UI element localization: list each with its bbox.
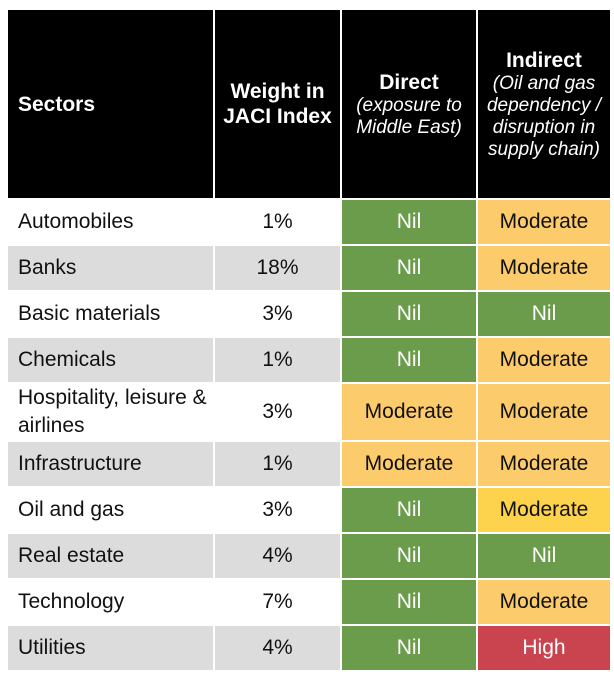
direct-cell: Moderate	[342, 442, 476, 486]
table-row: Chemicals 1% Nil Moderate	[8, 338, 610, 382]
table-row: Infrastructure 1% Moderate Moderate	[8, 442, 610, 486]
sector-cell: Utilities	[8, 626, 213, 670]
sector-cell: Chemicals	[8, 338, 213, 382]
direct-cell: Nil	[342, 626, 476, 670]
header-subtitle: (exposure to Middle East)	[356, 94, 462, 138]
header-cell: Sectors	[8, 10, 213, 198]
weight-cell: 1%	[262, 210, 293, 233]
table-header: Sectors Weight in JACI Index Direct (expo…	[8, 10, 610, 198]
direct-cell: Nil	[342, 292, 476, 336]
sector-cell: Infrastructure	[8, 442, 213, 486]
sector-cell: Automobiles	[18, 210, 134, 233]
indirect-cell: Moderate	[478, 200, 610, 244]
header-title: Indirect	[506, 48, 582, 72]
sector-cell: Banks	[8, 246, 213, 290]
table-row: Hospitality, leisure & airlines 3% Moderat…	[8, 384, 610, 440]
table-row: Oil and gas 3% Nil Moderate	[8, 488, 610, 532]
weight-cell: 4%	[215, 626, 340, 670]
indirect-cell: Moderate	[478, 442, 610, 486]
weight-cell: 3%	[262, 400, 293, 423]
indirect-cell: Moderate	[478, 246, 610, 290]
indirect-cell: Moderate	[478, 488, 610, 532]
weight-cell: 7%	[262, 590, 293, 613]
indirect-cell: Moderate	[478, 580, 610, 624]
direct-cell: Nil	[342, 246, 476, 290]
sector-cell: Oil and gas	[18, 498, 125, 521]
header-title: Direct	[379, 70, 439, 94]
sector-cell: Technology	[18, 590, 125, 613]
sector-cell: Real estate	[8, 534, 213, 578]
table-row: Technology 7% Nil Moderate	[8, 580, 610, 624]
weight-cell: 1%	[215, 338, 340, 382]
header-cell: Indirect (Oil and gas dependency / disrup…	[478, 10, 610, 198]
weight-cell: 1%	[215, 442, 340, 486]
table-body: Automobiles 1% Nil Moderate Banks 18% Nil Moder…	[8, 200, 610, 670]
header-cell: Direct (exposure to Middle East)	[342, 10, 476, 198]
sector-cell: Basic materials	[18, 302, 161, 325]
sector-cell: Hospitality, leisure & airlines	[18, 386, 207, 437]
direct-cell: Nil	[342, 338, 476, 382]
direct-cell: Moderate	[342, 384, 476, 440]
direct-cell: Nil	[342, 580, 476, 624]
sector-table: Sectors Weight in JACI Index Direct (expo…	[6, 8, 612, 672]
weight-cell: 3%	[262, 302, 293, 325]
header-row: Sectors Weight in JACI Index Direct (expo…	[8, 10, 610, 198]
indirect-cell: Nil	[478, 534, 610, 578]
table-row: Automobiles 1% Nil Moderate	[8, 200, 610, 244]
header-subtitle: (Oil and gas dependency / disruption in …	[486, 72, 602, 160]
weight-cell: 4%	[215, 534, 340, 578]
indirect-cell: Nil	[478, 292, 610, 336]
direct-cell: Nil	[342, 488, 476, 532]
direct-cell: Nil	[342, 200, 476, 244]
header-cell: Weight in JACI Index	[215, 10, 340, 198]
table-row: Basic materials 3% Nil Nil	[8, 292, 610, 336]
indirect-cell: High	[478, 626, 610, 670]
direct-cell: Nil	[342, 534, 476, 578]
table-row: Utilities 4% Nil High	[8, 626, 610, 670]
table-row: Banks 18% Nil Moderate	[8, 246, 610, 290]
weight-cell: 18%	[215, 246, 340, 290]
indirect-cell: Moderate	[478, 384, 610, 440]
table-row: Real estate 4% Nil Nil	[8, 534, 610, 578]
weight-cell: 3%	[262, 498, 293, 521]
indirect-cell: Moderate	[478, 338, 610, 382]
